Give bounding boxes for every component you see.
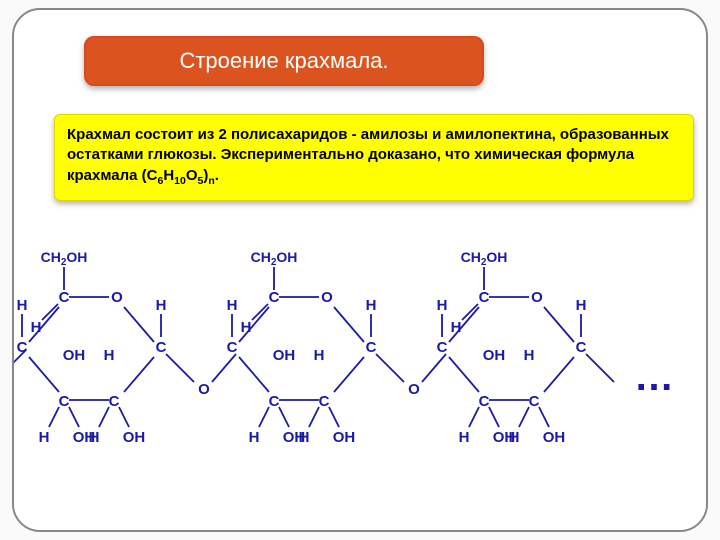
svg-text:O: O	[408, 381, 420, 398]
body-text: Крахмал состоит из 2 полисахаридов - ами…	[67, 126, 669, 184]
starch-structure-diagram: C C O C C C CH2OH H H H H OH H OH OH	[14, 242, 704, 460]
svg-text:O: O	[198, 381, 210, 398]
title-text: Строение крахмала.	[179, 48, 388, 74]
slide-frame: Строение крахмала. Крахмал состоит из 2 …	[12, 8, 708, 532]
title-badge: Строение крахмала.	[84, 36, 484, 86]
body-box: Крахмал состоит из 2 полисахаридов - ами…	[54, 114, 694, 201]
ellipsis: …	[634, 355, 674, 399]
